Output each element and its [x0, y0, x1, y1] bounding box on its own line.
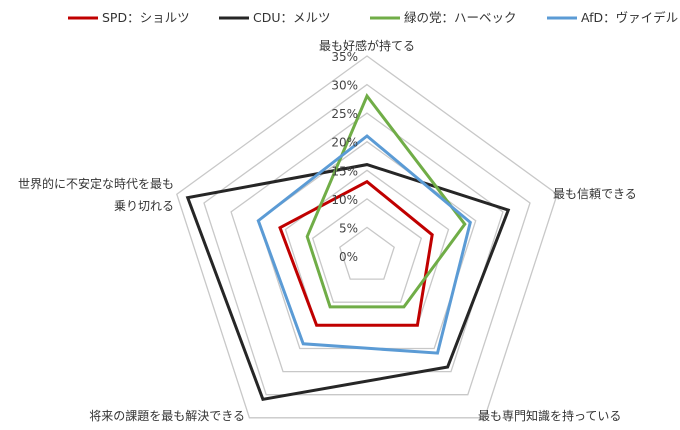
tick-label-5: 25% [331, 107, 358, 121]
axis-label-3: 将来の課題を最も解決できる [89, 408, 245, 423]
legend-label-1: CDU：メルツ [253, 10, 331, 25]
axis-label-4-line-1: 乗り切れる [114, 199, 174, 213]
radar-grid [176, 55, 558, 419]
legend: SPD：ショルツ CDU：メルツ 緑の党：ハーベック AfD：ヴァイデル [68, 10, 678, 25]
tick-label-4: 20% [331, 136, 358, 150]
tick-label-2: 10% [331, 193, 358, 207]
tick-label-6: 30% [331, 79, 358, 93]
grid-ring-7 [176, 55, 558, 419]
grid-ring-5 [230, 112, 504, 373]
grid-ring-1 [339, 226, 395, 280]
axis-label-4-line-0: 世界的に不安定な時代を最も [18, 176, 174, 191]
grid-ring-2 [311, 198, 423, 303]
series-lines [185, 93, 511, 401]
axis-label-1: 最も信頼できる [553, 187, 637, 201]
tick-label-1: 5% [339, 221, 358, 235]
axis-label-2: 最も専門知識を持っている [478, 408, 621, 423]
tick-labels: 0% 5% 10% 15% 20% 25% 30% 35% [331, 50, 358, 264]
series-line-0 [278, 179, 434, 327]
series-line-1 [185, 163, 511, 401]
tick-label-0: 0% [339, 250, 358, 264]
grid-ring-6 [203, 83, 531, 396]
axis-label-0: 最も好感が持てる [319, 38, 415, 53]
tick-label-3: 15% [331, 164, 358, 178]
legend-label-3: AfD：ヴァイデル [581, 10, 678, 25]
legend-label-0: SPD：ショルツ [102, 10, 190, 25]
series-line-3 [256, 134, 472, 355]
legend-label-2: 緑の党：ハーベック [404, 10, 517, 25]
tick-label-7: 35% [331, 50, 358, 64]
